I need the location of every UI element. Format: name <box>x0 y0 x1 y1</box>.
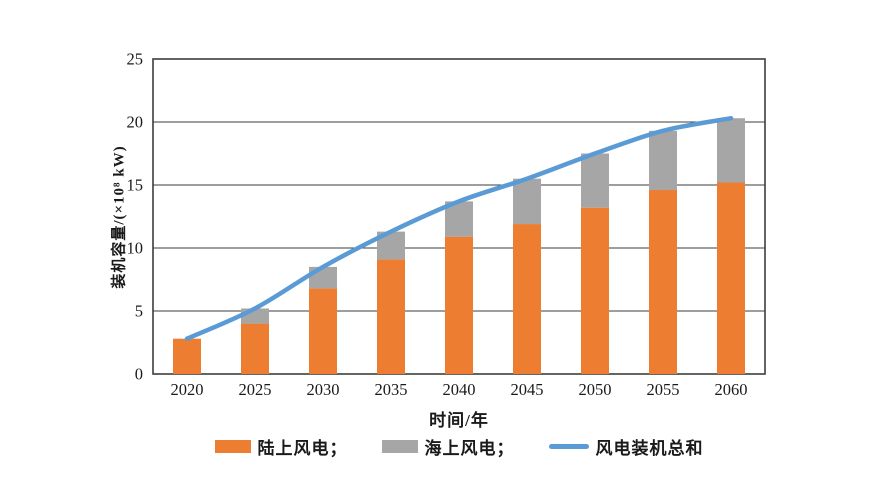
y-axis-title: 装机容量/(×10⁸ kW) <box>111 145 128 289</box>
offshore-wind-bar-2060 <box>717 118 745 183</box>
onshore-wind-bar-2055 <box>649 190 677 374</box>
offshore-wind-bar-2055 <box>649 130 677 191</box>
onshore-wind-swatch-icon <box>214 440 251 453</box>
x-tick-label-2025: 2025 <box>239 380 272 399</box>
x-tick-label-2040: 2040 <box>443 380 476 399</box>
onshore-wind-bar-2045 <box>513 224 541 374</box>
x-tick-label-2050: 2050 <box>579 380 612 399</box>
y-tick-label-20: 20 <box>127 113 144 132</box>
onshore-wind-bar-2030 <box>309 288 337 374</box>
y-tick-label-5: 5 <box>135 302 143 321</box>
total-wind-line-swatch-icon <box>548 444 589 449</box>
onshore-wind-bar-2035 <box>377 259 405 374</box>
x-axis-title: 时间/年 <box>429 411 489 430</box>
onshore-wind-bar-2025 <box>241 323 269 374</box>
x-tick-label-2055: 2055 <box>647 380 680 399</box>
onshore-wind-bar-2020 <box>173 338 201 374</box>
y-tick-label-0: 0 <box>135 365 143 384</box>
x-tick-label-2060: 2060 <box>715 380 748 399</box>
offshore-wind-bar-2045 <box>513 178 541 225</box>
x-tick-label-2035: 2035 <box>375 380 408 399</box>
offshore-wind-bar-2050 <box>581 153 609 208</box>
legend-label-offshore-wind: 海上风电； <box>424 439 515 458</box>
legend-item-offshore-wind: 海上风电； <box>381 434 515 459</box>
total-wind-line <box>184 115 734 341</box>
onshore-wind-bar-2050 <box>581 207 609 374</box>
legend-label-total-wind: 风电装机总和 <box>595 439 704 458</box>
y-tick-label-15: 15 <box>127 176 144 195</box>
x-tick-label-2020: 2020 <box>171 380 204 399</box>
onshore-wind-bar-2060 <box>717 182 745 374</box>
x-tick-label-2045: 2045 <box>511 380 544 399</box>
onshore-wind-bar-2040 <box>445 236 473 374</box>
legend-item-onshore-wind: 陆上风电； <box>214 434 348 459</box>
x-tick-label-2030: 2030 <box>307 380 340 399</box>
y-tick-label-10: 10 <box>127 239 144 258</box>
legend-label-onshore-wind: 陆上风电； <box>257 439 348 458</box>
legend-item-total-wind: 风电装机总和 <box>548 434 704 459</box>
legend: 陆上风电； 海上风电； 风电装机总和 <box>153 434 765 459</box>
offshore-wind-swatch-icon <box>381 440 418 453</box>
y-tick-label-25: 25 <box>127 50 144 69</box>
